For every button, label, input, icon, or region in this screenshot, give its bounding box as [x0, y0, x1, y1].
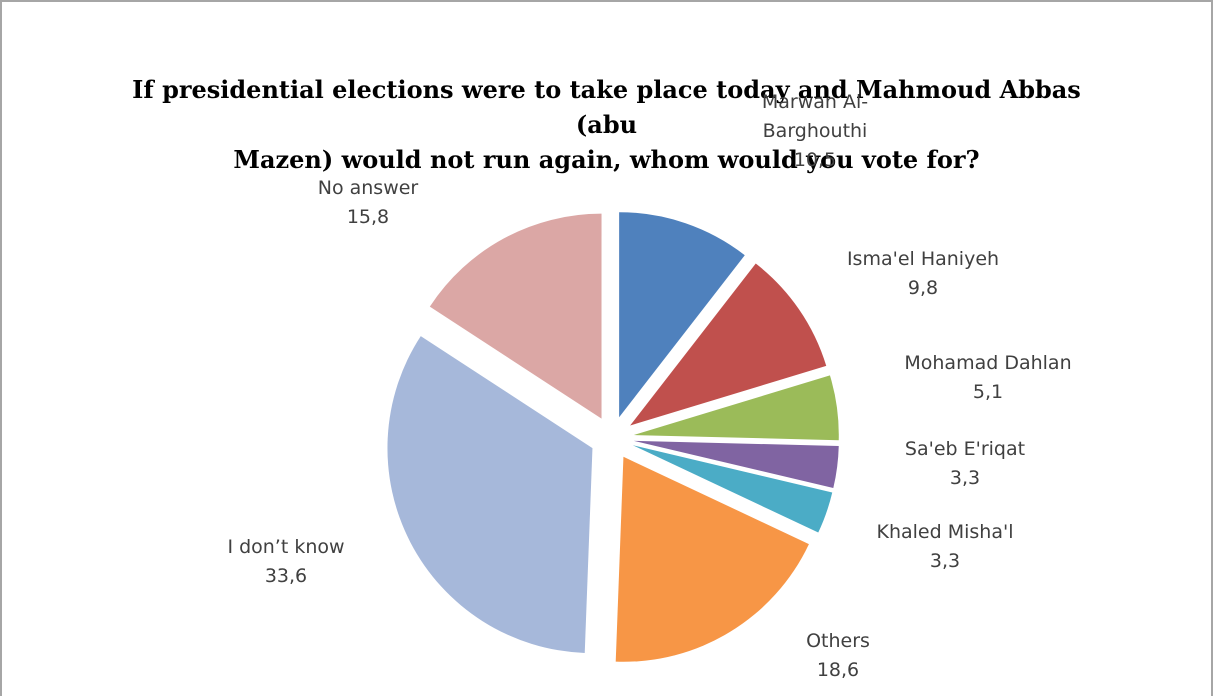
data-label-name: Others — [806, 630, 870, 652]
data-label: No answer 15,8 — [318, 177, 419, 228]
data-label-name: No answer — [318, 177, 419, 199]
chart-title: If presidential elections were to take p… — [100, 72, 1113, 177]
data-label-name: Mohamad Dahlan — [904, 352, 1071, 374]
data-label-name: Sa'eb E'riqat — [905, 438, 1025, 460]
pie-slice — [619, 212, 745, 418]
data-label-value: 9,8 — [908, 277, 938, 299]
pie-slice — [429, 213, 602, 419]
chart-title-line-1: If presidential elections were to take p… — [132, 75, 1081, 139]
data-label-name: Marwan Al- — [762, 91, 868, 113]
data-label-value: 3,3 — [930, 550, 960, 572]
data-label-name: Isma'el Haniyeh — [847, 248, 999, 270]
data-label-value: 5,1 — [973, 381, 1003, 403]
data-label-value: 33,6 — [265, 565, 307, 587]
data-label: Khaled Misha'l 3,3 — [877, 521, 1014, 572]
pie-slice — [630, 263, 827, 426]
data-label: Isma'el Haniyeh 9,8 — [847, 248, 999, 299]
chart-title-line-2: Mazen) would not run again, whom would y… — [233, 145, 980, 174]
pie-slice — [615, 456, 809, 662]
data-label-value: 15,8 — [347, 206, 389, 228]
data-label: Sa'eb E'riqat 3,3 — [905, 438, 1025, 489]
data-label-value: 10,5 — [794, 149, 836, 171]
pie-slice — [632, 445, 833, 533]
data-label: Others 18,6 — [806, 630, 870, 681]
pie-slice — [387, 336, 593, 653]
data-label-name: Khaled Misha'l — [877, 521, 1014, 543]
pie-slice — [633, 440, 839, 489]
data-label: Mohamad Dahlan 5,1 — [904, 352, 1071, 403]
data-label-name: I don’t know — [227, 536, 344, 558]
data-label-name: Barghouthi — [763, 120, 868, 142]
data-label-value: 3,3 — [950, 467, 980, 489]
data-label: I don’t know 33,6 — [227, 536, 344, 587]
data-label: Marwan Al- Barghouthi 10,5 — [762, 91, 868, 171]
pie-slice — [633, 375, 839, 441]
data-label-value: 18,6 — [817, 659, 859, 681]
